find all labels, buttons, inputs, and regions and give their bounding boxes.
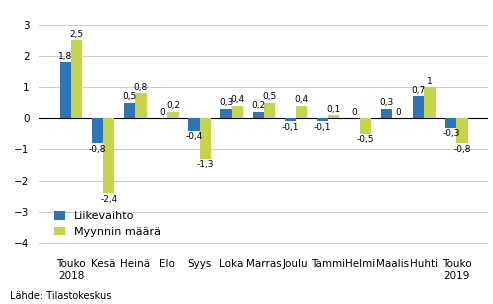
Text: 0,2: 0,2 [251,102,265,110]
Bar [328,115,339,118]
Text: 0,4: 0,4 [294,95,309,104]
Text: 0,8: 0,8 [134,83,148,92]
Text: 0,3: 0,3 [380,98,394,107]
Text: 0: 0 [352,108,357,117]
Text: 1: 1 [427,77,433,85]
Bar [124,103,135,118]
Text: 0,5: 0,5 [123,92,137,101]
Text: 0,3: 0,3 [219,98,233,107]
Text: -1,3: -1,3 [196,161,214,169]
Bar [232,106,243,118]
Text: -2,4: -2,4 [100,195,117,204]
Bar [60,62,71,118]
Bar [168,112,178,118]
Text: -0,8: -0,8 [89,145,106,154]
Text: 0,1: 0,1 [326,105,341,114]
Bar [381,109,392,118]
Text: 0,4: 0,4 [230,95,245,104]
Text: 0,7: 0,7 [412,86,426,95]
Bar [457,118,468,143]
Text: 1,8: 1,8 [58,52,72,60]
Bar [445,118,457,128]
Bar [103,118,114,193]
Bar [360,118,371,134]
Text: 0,5: 0,5 [262,92,277,101]
Text: 2,5: 2,5 [70,30,84,39]
Bar [220,109,232,118]
Bar [296,106,307,118]
Bar [200,118,211,159]
Bar [71,40,82,118]
Bar [264,103,275,118]
Text: -0,1: -0,1 [314,123,331,132]
Text: -0,5: -0,5 [357,136,375,144]
Legend: Liikevaihto, Myynnin määrä: Liikevaihto, Myynnin määrä [49,207,165,241]
Text: Lähde: Tilastokeskus: Lähde: Tilastokeskus [10,291,111,301]
Bar [413,96,424,118]
Text: 0: 0 [159,108,165,117]
Text: 0,2: 0,2 [166,102,180,110]
Text: -0,3: -0,3 [442,129,459,138]
Bar [284,118,296,121]
Text: -0,8: -0,8 [453,145,471,154]
Text: -0,4: -0,4 [185,132,203,141]
Bar [92,118,103,143]
Text: 0: 0 [395,108,401,117]
Bar [252,112,264,118]
Bar [135,93,146,118]
Text: -0,1: -0,1 [282,123,299,132]
Bar [424,87,435,118]
Bar [317,118,328,121]
Bar [188,118,200,131]
